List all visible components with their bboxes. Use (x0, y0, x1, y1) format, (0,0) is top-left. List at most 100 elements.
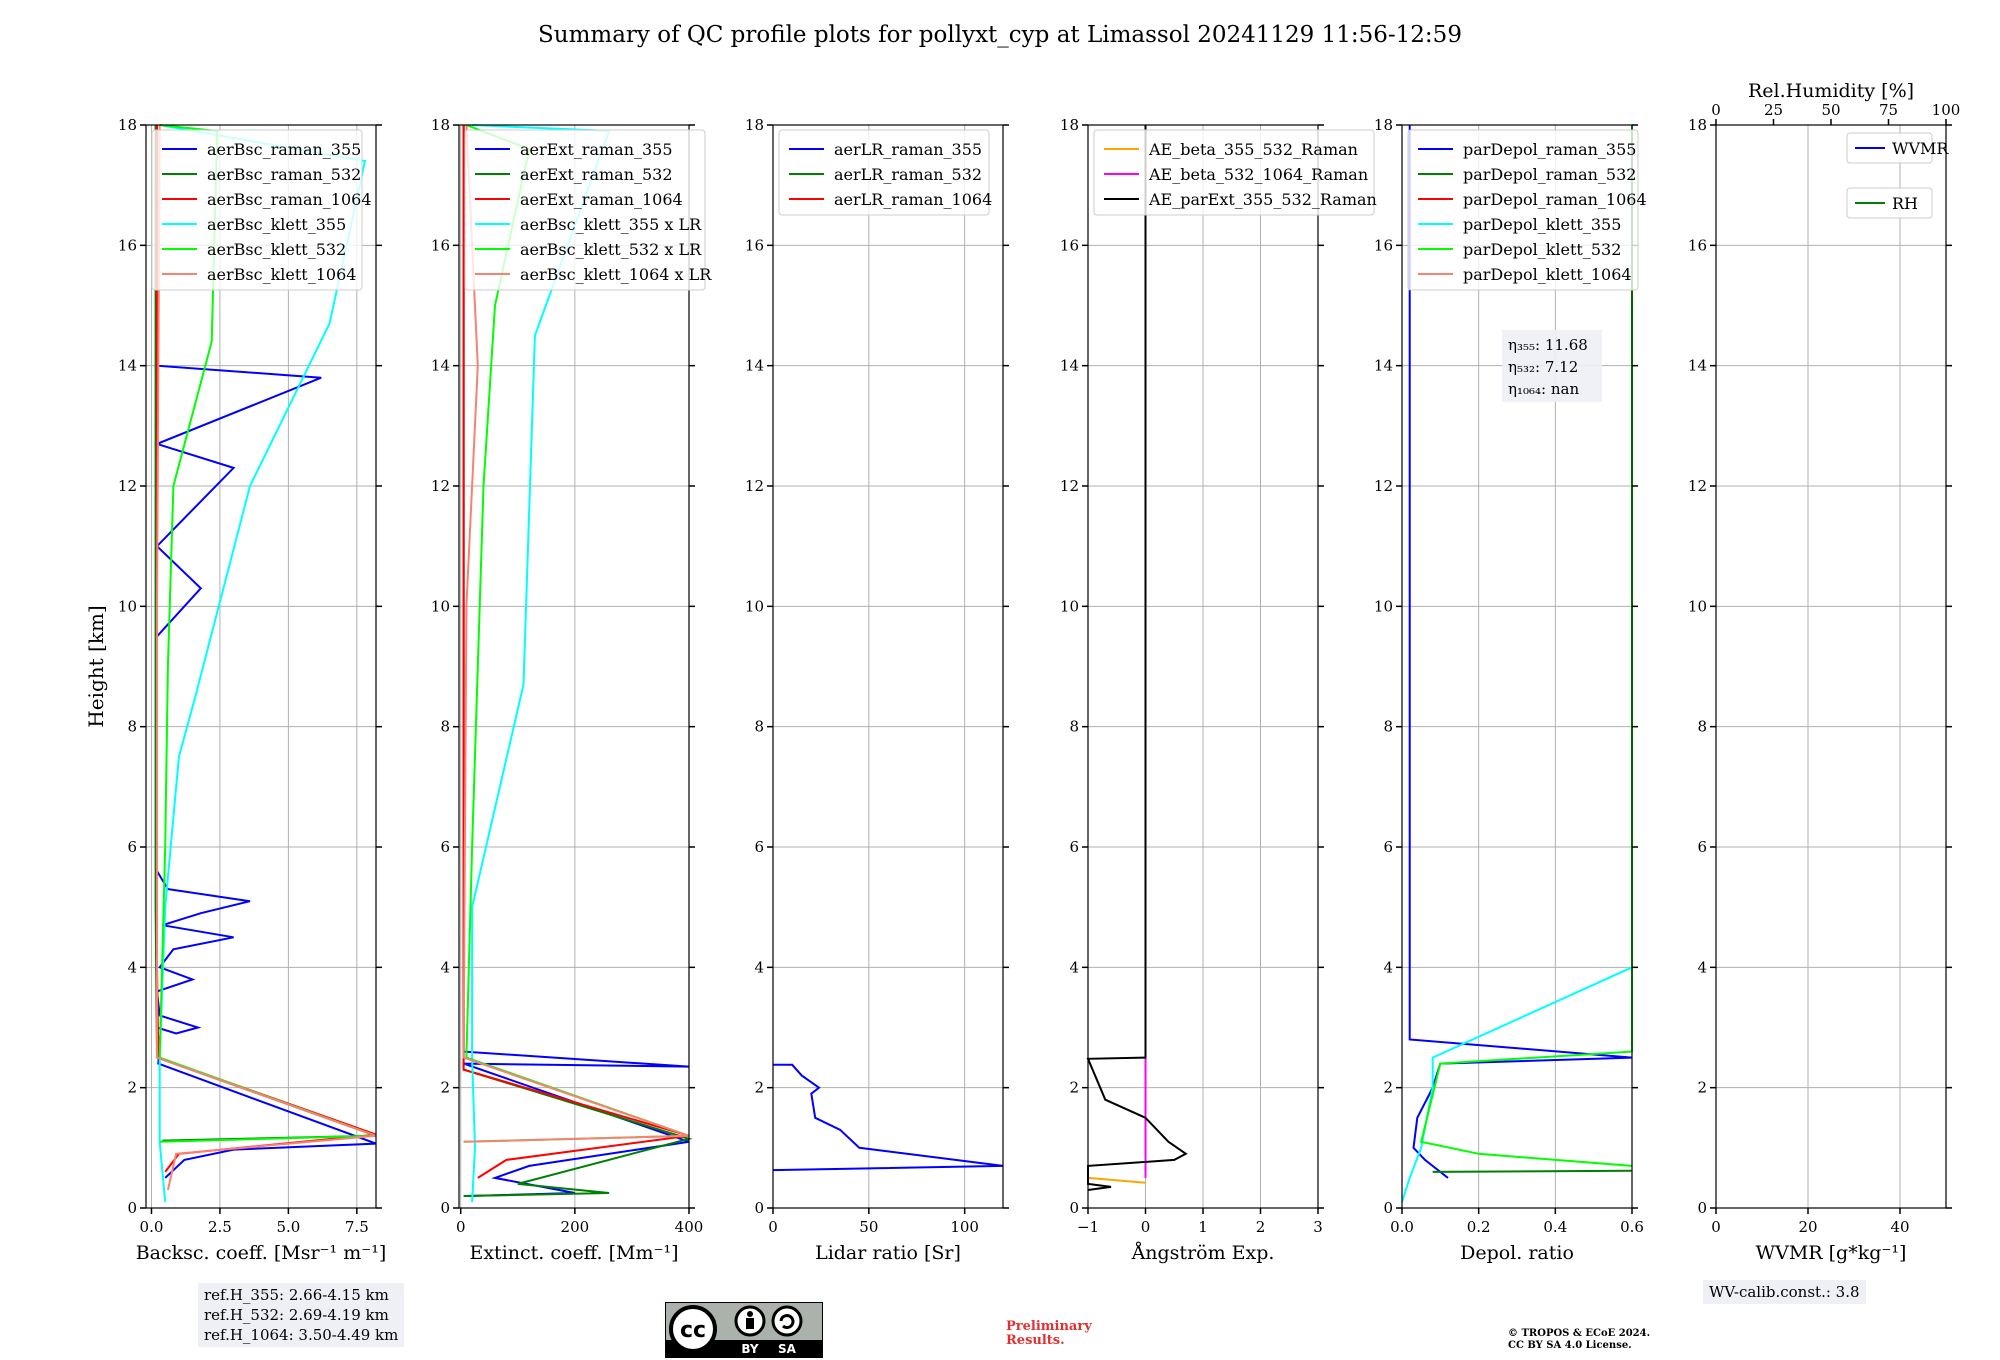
y-tick-label: 6 (754, 838, 764, 856)
by-label: BY (741, 1342, 758, 1356)
series-line-AE_parExt_355_532_Raman (1086, 125, 1188, 1191)
x-tick-label: 0.6 (1620, 1218, 1644, 1236)
y-tick-label: 12 (745, 477, 764, 495)
eta-annotation-line: η₅₃₂: 7.12 (1508, 358, 1578, 376)
y-tick-label: 12 (1374, 477, 1393, 495)
top-x-axis-label: Rel.Humidity [%] (1748, 80, 1914, 102)
panel-3: 0 2 4 6 8 10 12 14 16 18 0 50 100 Lidar ratio [Sr] aer… (745, 116, 1009, 1264)
ref-height-532: ref.H_532: 2.69-4.19 km (204, 1306, 389, 1324)
figure-title: Summary of QC profile plots for pollyxt_… (538, 22, 1462, 48)
y-tick-label: 2 (754, 1079, 764, 1097)
x-axis-label: Ångström Exp. (1131, 1242, 1275, 1264)
y-tick-label: 18 (431, 116, 450, 134)
x-tick-label: 2 (1256, 1218, 1266, 1236)
y-tick-label: 2 (1383, 1079, 1393, 1097)
x-tick-label: 0 (1711, 1218, 1721, 1236)
y-tick-label: 16 (745, 236, 764, 254)
legend-label-parDepol_klett_355: parDepol_klett_355 (1463, 215, 1621, 234)
legend-label-aerExt_raman_355: aerExt_raman_355 (520, 140, 673, 159)
top-x-tick-label: 100 (1932, 101, 1961, 119)
x-tick-label: 50 (859, 1218, 878, 1236)
y-tick-label: 2 (127, 1079, 137, 1097)
series-line-parDepol_raman_355 (1408, 125, 1633, 1179)
x-tick-label: 40 (1890, 1218, 1909, 1236)
y-tick-label: 18 (118, 116, 137, 134)
x-tick-label: 1 (1198, 1218, 1208, 1236)
x-tick-label: 0.0 (1390, 1218, 1414, 1236)
legend-label-parDepol_raman_355: parDepol_raman_355 (1463, 140, 1636, 159)
legend-label-aerLR_raman_355: aerLR_raman_355 (834, 140, 982, 159)
legend-label-WVMR: WVMR (1892, 139, 1949, 158)
y-tick-label: 0 (1697, 1199, 1707, 1217)
y-tick-label: 16 (1060, 236, 1079, 254)
x-axis-label: Lidar ratio [Sr] (815, 1242, 961, 1264)
legend-box (464, 129, 706, 291)
x-axis-label: Backsc. coeff. [Msr⁻¹ m⁻¹] (136, 1242, 387, 1264)
preliminary-line-2: Results. (1006, 1333, 1065, 1348)
series-line-aerBsc_klett_1064 (156, 124, 377, 1191)
x-tick-label: 2.5 (208, 1218, 232, 1236)
legend-box (151, 129, 363, 291)
top-x-tick-label: 50 (1821, 101, 1840, 119)
top-x-tick-label: 75 (1879, 101, 1898, 119)
y-tick-label: 0 (1383, 1199, 1393, 1217)
copyright-line-2: CC BY SA 4.0 License. (1508, 1340, 1632, 1351)
y-tick-label: 12 (118, 477, 137, 495)
y-tick-label: 8 (1383, 718, 1393, 736)
y-tick-label: 18 (745, 116, 764, 134)
y-tick-label: 8 (440, 718, 450, 736)
x-tick-label: 5.0 (276, 1218, 300, 1236)
y-tick-label: 14 (1060, 357, 1079, 375)
legend-box (1407, 129, 1639, 291)
y-tick-label: 8 (127, 718, 137, 736)
cc-logo-icon (669, 1305, 717, 1353)
x-tick-label: 200 (561, 1218, 590, 1236)
y-tick-label: 0 (127, 1199, 137, 1217)
legend-label-AE_beta_532_1064_Raman: AE_beta_532_1064_Raman (1148, 165, 1368, 184)
preliminary-line-1: Preliminary (1006, 1319, 1092, 1334)
y-tick-label: 12 (1060, 477, 1079, 495)
panel-2: 0 2 4 6 8 10 12 14 16 18 0 200 400 Extinct. coeff. [M… (431, 116, 712, 1264)
axes-frame (1715, 124, 1947, 1209)
y-tick-label: 0 (754, 1199, 764, 1217)
y-tick-label: 10 (431, 597, 450, 615)
legend-label-parDepol_raman_532: parDepol_raman_532 (1463, 165, 1636, 184)
ref-height-355: ref.H_355: 2.66-4.15 km (204, 1286, 389, 1304)
copyright-line-1: © TROPOS & ECoE 2024. (1508, 1328, 1651, 1339)
series-line-AE_beta_355_532_Raman (1087, 1176, 1146, 1184)
panel-5: 0 2 4 6 8 10 12 14 16 18 0.0 0.2 0.4 0.6 Depol. ratio p… (1374, 116, 1647, 1264)
y-tick-label: 16 (1688, 236, 1707, 254)
y-tick-label: 8 (1697, 718, 1707, 736)
y-tick-label: 16 (118, 236, 137, 254)
y-tick-label: 10 (118, 597, 137, 615)
legend-label-aerExt_raman_1064: aerExt_raman_1064 (520, 190, 683, 209)
y-tick-label: 6 (1697, 838, 1707, 856)
y-tick-label: 6 (1383, 838, 1393, 856)
legend-label-aerBsc_raman_355: aerBsc_raman_355 (207, 140, 361, 159)
y-tick-label: 4 (1383, 958, 1393, 976)
eta-annotation-box (1502, 330, 1602, 402)
preliminary-results-note: Preliminary Results. (1006, 1320, 1092, 1348)
y-tick-label: 16 (431, 236, 450, 254)
y-tick-label: 18 (1688, 116, 1707, 134)
y-tick-label: 4 (1069, 958, 1079, 976)
legend-label-aerBsc_klett_1064 x LR: aerBsc_klett_1064 x LR (520, 265, 712, 284)
y-tick-label: 2 (440, 1079, 450, 1097)
x-axis-label: Extinct. coeff. [Mm⁻¹] (469, 1242, 678, 1264)
y-tick-label: 14 (118, 357, 137, 375)
x-tick-label: 3 (1313, 1218, 1323, 1236)
axes-frame (458, 124, 690, 1209)
x-tick-label: 100 (950, 1218, 979, 1236)
legend-box (778, 129, 990, 216)
series-line-parDepol_raman_532 (1432, 1169, 1633, 1173)
y-tick-label: 14 (745, 357, 764, 375)
y-tick-label: 10 (745, 597, 764, 615)
cc-by-sa-license-badge: cc BY SA (665, 1302, 823, 1358)
legend-label-parDepol_klett_532: parDepol_klett_532 (1463, 240, 1621, 259)
series-line-aerLR_raman_355 (772, 1063, 1004, 1172)
reference-heights-box: ref.H_355: 2.66-4.15 km ref.H_532: 2.69-… (198, 1283, 405, 1347)
y-tick-label: 12 (1688, 477, 1707, 495)
x-tick-label: 0.2 (1467, 1218, 1491, 1236)
x-tick-label: 7.5 (345, 1218, 369, 1236)
